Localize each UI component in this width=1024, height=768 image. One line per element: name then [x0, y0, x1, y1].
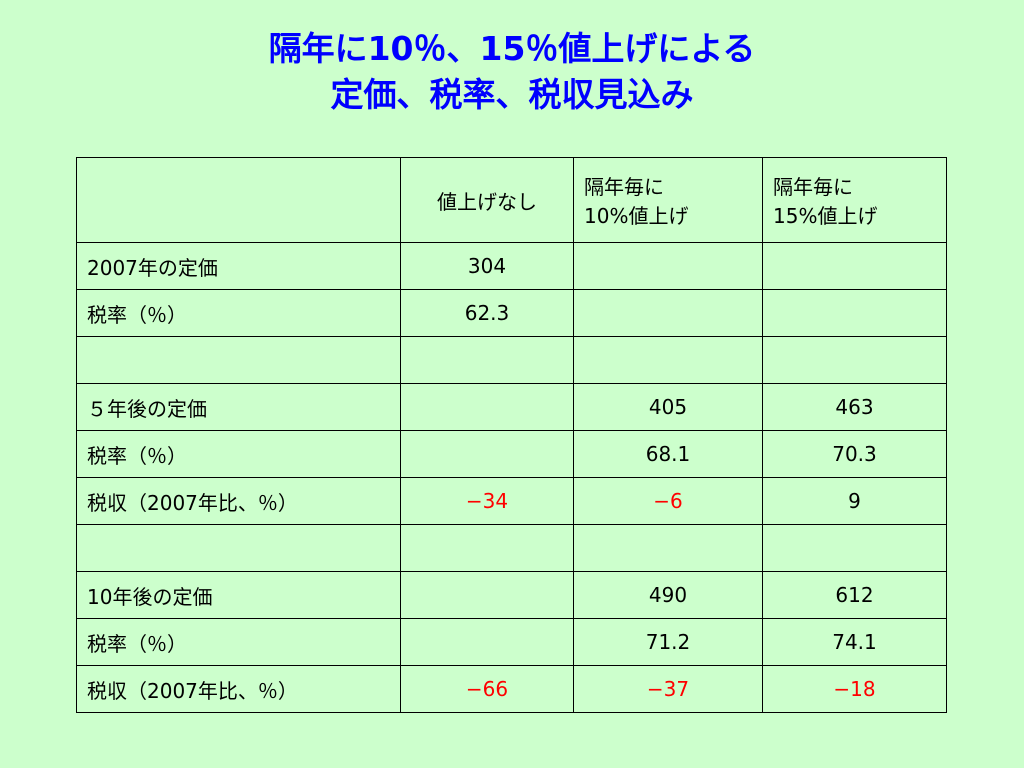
table-cell: 304 [400, 242, 574, 290]
header-cell: 隔年毎に 15%値上げ [762, 157, 947, 243]
table-cell [400, 571, 574, 619]
table-cell: 71.2 [573, 618, 763, 666]
table-cell: 490 [573, 571, 763, 619]
table-cell: 税収（2007年比、％） [76, 477, 401, 525]
table-cell: 463 [762, 383, 947, 431]
table-cell [762, 242, 947, 290]
table-cell [400, 618, 574, 666]
table-cell: 405 [573, 383, 763, 431]
table-cell [400, 430, 574, 478]
table-cell [573, 242, 763, 290]
table-cell: −66 [400, 665, 574, 713]
table-cell: 62.3 [400, 289, 574, 337]
header-cell [76, 157, 401, 243]
table-row: 2007年の定価 304 [76, 242, 947, 290]
header-cell: 隔年毎に 10%値上げ [573, 157, 763, 243]
table-cell: 税率（％） [76, 618, 401, 666]
table-cell [76, 336, 401, 384]
table-cell [76, 524, 401, 572]
table-cell: −37 [573, 665, 763, 713]
slide-title: 隔年に10％、15％値上げによる 定価、税率、税収見込み [0, 26, 1024, 118]
table-cell [400, 383, 574, 431]
table-row [76, 336, 947, 384]
table-cell [573, 336, 763, 384]
table-cell: −6 [573, 477, 763, 525]
table-cell [762, 289, 947, 337]
table-row: 10年後の定価 490 612 [76, 571, 947, 619]
header-row: 値上げなし 隔年毎に 10%値上げ 隔年毎に 15%値上げ [76, 157, 947, 243]
table-row: 税収（2007年比、％） −34 −6 9 [76, 477, 947, 525]
table-row: 税収（2007年比、％） −66 −37 −18 [76, 665, 947, 713]
table-cell: 10年後の定価 [76, 571, 401, 619]
title-line: 定価、税率、税収見込み [330, 75, 694, 114]
table-cell: 68.1 [573, 430, 763, 478]
table-row: 税率（％） 68.1 70.3 [76, 430, 947, 478]
table-cell: −34 [400, 477, 574, 525]
table-cell: 70.3 [762, 430, 947, 478]
table-cell [762, 336, 947, 384]
table-cell [400, 336, 574, 384]
table-cell [762, 524, 947, 572]
price-table: 値上げなし 隔年毎に 10%値上げ 隔年毎に 15%値上げ 2007年の定価 304 税率… [76, 157, 947, 713]
table-cell [573, 524, 763, 572]
table-cell: 2007年の定価 [76, 242, 401, 290]
table-row: 税率（％） 71.2 74.1 [76, 618, 947, 666]
table-row: 税率（％） 62.3 [76, 289, 947, 337]
table-cell: 税率（％） [76, 289, 401, 337]
table-cell [400, 524, 574, 572]
table-cell: 612 [762, 571, 947, 619]
table-cell [573, 289, 763, 337]
table-cell: 9 [762, 477, 947, 525]
table-cell: 74.1 [762, 618, 947, 666]
table-row [76, 524, 947, 572]
title-line: 隔年に10％、15％値上げによる [268, 29, 756, 68]
table-cell: ５年後の定価 [76, 383, 401, 431]
table-row: ５年後の定価 405 463 [76, 383, 947, 431]
table-cell: 税収（2007年比、％） [76, 665, 401, 713]
header-cell: 値上げなし [400, 157, 574, 243]
table-cell: −18 [762, 665, 947, 713]
table-cell: 税率（％） [76, 430, 401, 478]
